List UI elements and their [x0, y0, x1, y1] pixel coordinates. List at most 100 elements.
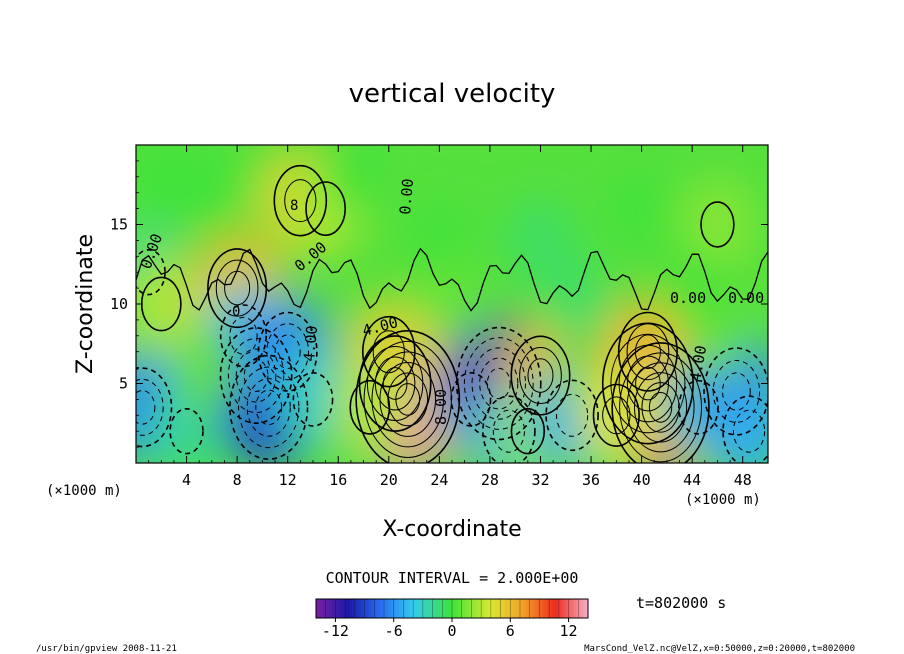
- contour-line-zero: [136, 247, 768, 312]
- x-tick-label: 24: [430, 471, 448, 489]
- contour-line: [219, 304, 268, 368]
- contour-lines: [136, 164, 768, 463]
- contour-line: [455, 326, 542, 441]
- contour-line: [235, 348, 277, 403]
- contour-line: [610, 333, 686, 434]
- contour-line: [349, 379, 391, 435]
- heatmap-cell: [274, 351, 352, 448]
- heatmap-cell: [506, 197, 575, 283]
- contour-line: [219, 327, 293, 424]
- contour-line: [732, 409, 766, 453]
- x-tick-label: 12: [279, 471, 297, 489]
- contour-label: 0.00: [728, 289, 764, 307]
- y-axis-ticks: 5 10 15: [110, 160, 768, 448]
- x-tick-label: 44: [683, 471, 701, 489]
- contour-line: [510, 335, 571, 416]
- contour-line: [634, 334, 661, 370]
- contour-label: 4.00: [686, 344, 710, 383]
- contour-line: [626, 362, 695, 453]
- contour-line: [626, 323, 670, 381]
- heatmap-cell: [167, 152, 232, 233]
- contour-line: [626, 355, 669, 412]
- footer-right: MarsCond_VelZ.nc@VelZ,x=0:50000,z=0:2000…: [584, 644, 855, 654]
- contour-line: [463, 337, 534, 430]
- contour-line: [492, 409, 525, 453]
- x-tick-label: 48: [734, 471, 752, 489]
- contour-line: [471, 347, 526, 420]
- x-tick-label: 4: [182, 471, 191, 489]
- chart-title: vertical velocity: [349, 79, 556, 109]
- contour-label: 0: [232, 304, 240, 320]
- contour-line: [292, 371, 334, 427]
- x-tick-label: 28: [481, 471, 499, 489]
- contour-line: [519, 347, 562, 405]
- contour-line: [284, 179, 317, 223]
- heatmap-cell: [706, 378, 768, 463]
- y-tick-label: 5: [119, 375, 128, 393]
- x-tick-label: 16: [329, 471, 347, 489]
- contour-line: [238, 366, 300, 449]
- heatmap-cell: [609, 168, 674, 249]
- x-axis-label: X-coordinate: [382, 517, 521, 542]
- contour-line: [372, 330, 405, 374]
- contour-line: [266, 323, 310, 381]
- contour-line: [510, 408, 546, 455]
- x-tick-label: 20: [380, 471, 398, 489]
- contour-line: [229, 354, 309, 460]
- contour-line: [227, 338, 285, 414]
- contour-line: [617, 311, 678, 392]
- x-tick-label: 36: [582, 471, 600, 489]
- contour-line: [273, 164, 328, 237]
- contour-line: [395, 383, 421, 416]
- contour-line: [255, 389, 283, 426]
- colorbar-tick-label: -6: [385, 622, 403, 640]
- contour-line: [358, 335, 432, 432]
- contour-line: [246, 378, 291, 437]
- contour-label: 8.00: [432, 389, 450, 425]
- contour-line: [527, 358, 554, 393]
- colorbar: -12 -6 0 6 12: [315, 598, 589, 640]
- contour-line: [371, 351, 444, 448]
- colorbar-ticks: -12 -6 0 6 12: [322, 618, 578, 640]
- heatmap-cell: [417, 261, 487, 347]
- contour-line: [633, 372, 688, 443]
- contour-line: [229, 316, 258, 355]
- contour-line: [602, 396, 631, 435]
- contour-line: [555, 393, 589, 437]
- x-tick-label: 32: [531, 471, 549, 489]
- colorbar-tick-label: 0: [447, 622, 456, 640]
- contour-line: [611, 342, 710, 463]
- contour-line: [361, 315, 416, 388]
- contour-line: [678, 379, 719, 435]
- contour-line: [374, 356, 416, 411]
- contour-line: [700, 201, 735, 248]
- x-tick-label: 8: [233, 471, 242, 489]
- y-axis-label: Z-coordinate: [73, 234, 98, 374]
- x-axis-unit-left: (×1000 m): [46, 483, 122, 499]
- contour-line: [712, 359, 761, 423]
- contour-line: [136, 367, 173, 448]
- colorbar-tick-label: 6: [506, 622, 515, 640]
- contour-line: [136, 378, 164, 436]
- contour-line: [482, 395, 536, 463]
- contour-interval: CONTOUR INTERVAL = 2.000E+00: [326, 569, 579, 587]
- heatmap-cell: [544, 261, 613, 347]
- contour-label: 0.00: [396, 178, 417, 216]
- contour-line: [136, 390, 156, 425]
- x-axis-unit-right: (×1000 m): [685, 492, 761, 508]
- contour-line: [243, 359, 269, 392]
- colorbar-bins: [325, 599, 579, 618]
- contour-line: [257, 311, 318, 392]
- x-tick-label: 40: [633, 471, 651, 489]
- contour-line: [274, 334, 301, 370]
- contour-line: [703, 347, 768, 436]
- contour-line: [635, 366, 661, 401]
- heatmap-cell: [407, 200, 472, 281]
- contour-label: 0.00: [670, 289, 706, 307]
- y-tick-label: 15: [110, 216, 128, 234]
- contour-line: [722, 395, 768, 463]
- contour-line: [366, 345, 424, 422]
- contour-label: 4.00: [300, 325, 321, 363]
